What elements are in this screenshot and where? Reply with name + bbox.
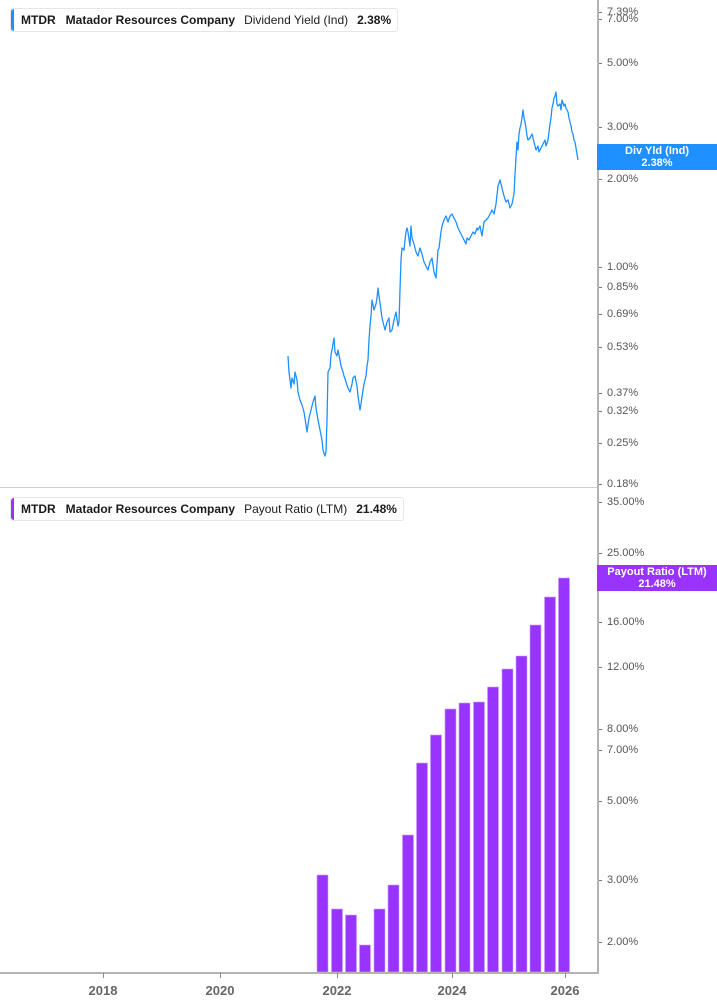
tick-mark <box>599 267 602 268</box>
dividend-yield-chart <box>287 91 579 457</box>
x-tick-mark <box>565 973 566 978</box>
bar-q3-2021[interactable] <box>316 874 329 973</box>
y-tick-label: 7.39% <box>607 6 639 18</box>
x-axis-line <box>0 972 599 974</box>
flag-value: 21.48% <box>638 578 676 590</box>
tick-mark <box>599 12 602 13</box>
x-tick-label: 2018 <box>88 983 118 998</box>
company-name: Matador Resources Company <box>65 502 236 516</box>
ticker-label: MTDR <box>21 13 56 27</box>
tick-mark <box>599 127 602 128</box>
bar-q1-2022[interactable] <box>345 914 357 973</box>
y-tick-label: 3.00% <box>607 874 639 886</box>
x-tick-label: 2024 <box>437 983 467 998</box>
bar-q1-2025[interactable] <box>515 655 528 973</box>
payout-ratio-value-flag: Payout Ratio (LTM) 21.48% <box>597 565 717 591</box>
bar-q4-2025[interactable] <box>558 577 570 973</box>
y-tick-label: 0.53% <box>607 341 639 353</box>
dividend-yield-value-flag: Div Yld (Ind) 2.38% <box>597 144 717 170</box>
tick-mark <box>599 287 602 288</box>
y-tick-label: 8.00% <box>607 723 639 735</box>
y-tick-label: 35.00% <box>607 496 645 508</box>
x-tick-label: 2022 <box>322 983 352 998</box>
tick-mark <box>599 19 602 20</box>
y-tick-label: 2.00% <box>607 173 639 185</box>
bar-q3-2023[interactable] <box>430 734 442 973</box>
x-tick-label: 2020 <box>205 983 235 998</box>
tick-mark <box>599 942 602 943</box>
metric-value: 21.48% <box>356 502 397 516</box>
bar-q3-2022[interactable] <box>373 908 386 973</box>
y-tick-label: 0.85% <box>607 281 639 293</box>
bar-q3-2024[interactable] <box>487 686 499 973</box>
payout-ratio-bars <box>316 577 570 973</box>
tick-mark <box>599 729 602 730</box>
tick-mark <box>599 314 602 315</box>
tick-mark <box>599 667 602 668</box>
tick-mark <box>599 443 602 444</box>
y-tick-label: 0.25% <box>607 437 639 449</box>
bar-q4-2024[interactable] <box>501 668 514 973</box>
tick-mark <box>599 801 602 802</box>
tick-mark <box>599 750 602 751</box>
series-color-swatch <box>11 498 14 520</box>
bar-q2-2024[interactable] <box>473 701 485 973</box>
flag-title: Div Yld (Ind) <box>625 145 689 157</box>
bar-q4-2023[interactable] <box>444 708 457 973</box>
bar-q2-2022[interactable] <box>359 944 371 973</box>
flag-value: 2.38% <box>641 157 673 169</box>
tick-mark <box>599 347 602 348</box>
bar-q2-2023[interactable] <box>416 762 428 973</box>
y-tick-label: 16.00% <box>607 616 645 628</box>
panel-divider <box>0 487 597 488</box>
bar-q3-2025[interactable] <box>544 596 556 973</box>
y-tick-label: 1.00% <box>607 261 639 273</box>
metric-value: 2.38% <box>357 13 392 27</box>
bar-q1-2024[interactable] <box>458 702 471 973</box>
x-tick-mark <box>337 973 338 978</box>
y-tick-label: 5.00% <box>607 57 639 69</box>
tick-mark <box>599 502 602 503</box>
ticker-label: MTDR <box>21 502 56 516</box>
y-tick-label: 25.00% <box>607 547 645 559</box>
bar-q4-2021[interactable] <box>331 908 343 973</box>
bar-q1-2023[interactable] <box>402 834 414 973</box>
company-name: Matador Resources Company <box>65 13 236 27</box>
tick-mark <box>599 179 602 180</box>
x-tick-label: 2026 <box>550 983 580 998</box>
x-tick-mark <box>220 973 221 978</box>
y-tick-label: 12.00% <box>607 661 645 673</box>
y-tick-label: 0.37% <box>607 387 639 399</box>
y-tick-label: 0.32% <box>607 405 639 417</box>
y-tick-label: 3.00% <box>607 121 639 133</box>
y-tick-label: 2.00% <box>607 936 639 948</box>
dividend-yield-line <box>287 91 579 457</box>
tick-mark <box>599 484 602 485</box>
metric-name: Payout Ratio (LTM) <box>244 502 348 516</box>
x-tick-mark <box>103 973 104 978</box>
tick-mark <box>599 411 602 412</box>
y-tick-label: 0.69% <box>607 308 639 320</box>
payout-ratio-legend[interactable]: MTDR Matador Resources Company Payout Ra… <box>10 497 404 521</box>
x-tick-mark <box>452 973 453 978</box>
tick-mark <box>599 393 602 394</box>
metric-name: Dividend Yield (Ind) <box>244 13 349 27</box>
series-color-swatch <box>11 9 14 31</box>
y-axis-line <box>597 0 599 974</box>
y-tick-label: 7.00% <box>607 13 639 25</box>
y-tick-label: 5.00% <box>607 795 639 807</box>
bar-q2-2025[interactable] <box>529 624 542 973</box>
flag-title: Payout Ratio (LTM) <box>607 566 707 578</box>
tick-mark <box>599 63 602 64</box>
y-tick-label: 0.18% <box>607 478 639 490</box>
tick-mark <box>599 622 602 623</box>
bar-q4-2022[interactable] <box>387 884 400 973</box>
y-tick-label: 7.00% <box>607 744 639 756</box>
tick-mark <box>599 553 602 554</box>
tick-mark <box>599 880 602 881</box>
dividend-yield-legend[interactable]: MTDR Matador Resources Company Dividend … <box>10 8 399 32</box>
